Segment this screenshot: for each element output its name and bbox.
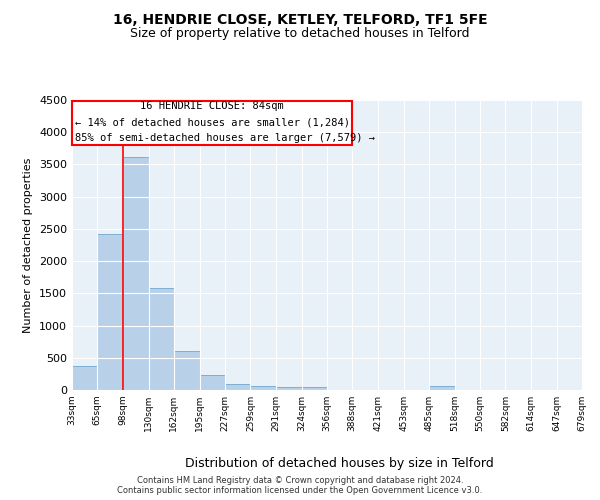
Bar [149, 288, 174, 390]
Bar [200, 374, 225, 390]
Bar [97, 234, 124, 390]
Y-axis label: Number of detached properties: Number of detached properties [23, 158, 34, 332]
FancyBboxPatch shape [72, 100, 352, 145]
Bar [250, 386, 275, 390]
Text: Contains HM Land Registry data © Crown copyright and database right 2024.
Contai: Contains HM Land Registry data © Crown c… [118, 476, 482, 495]
Bar [429, 386, 455, 390]
Text: Distribution of detached houses by size in Telford: Distribution of detached houses by size … [185, 458, 493, 470]
Bar [174, 352, 200, 390]
Bar [72, 366, 97, 390]
Text: 16, HENDRIE CLOSE, KETLEY, TELFORD, TF1 5FE: 16, HENDRIE CLOSE, KETLEY, TELFORD, TF1 … [113, 12, 487, 26]
Bar [225, 384, 250, 390]
Bar [302, 387, 327, 390]
Text: 16 HENDRIE CLOSE: 84sqm: 16 HENDRIE CLOSE: 84sqm [140, 101, 284, 111]
Bar [124, 156, 149, 390]
Text: ← 14% of detached houses are smaller (1,284): ← 14% of detached houses are smaller (1,… [75, 117, 350, 127]
Bar [275, 387, 302, 390]
Text: 85% of semi-detached houses are larger (7,579) →: 85% of semi-detached houses are larger (… [75, 134, 375, 143]
Text: Size of property relative to detached houses in Telford: Size of property relative to detached ho… [130, 28, 470, 40]
